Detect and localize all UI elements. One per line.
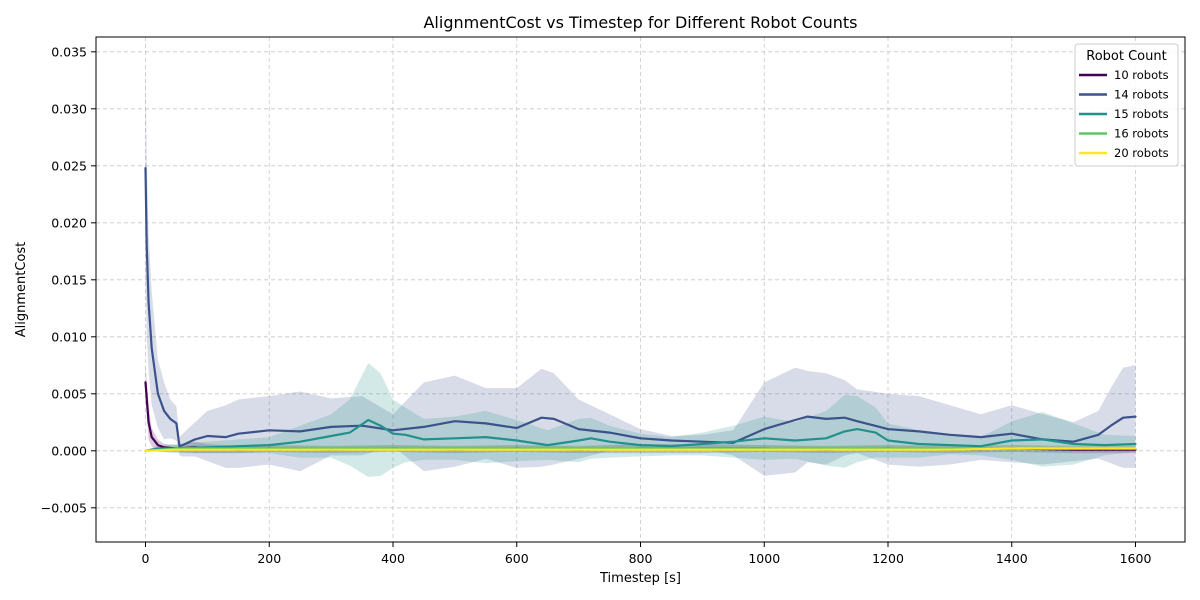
legend-label: 14 robots <box>1114 88 1169 102</box>
y-tick-label: 0.015 <box>51 272 87 287</box>
y-tick-label: 0.020 <box>51 215 87 230</box>
x-tick-label: 200 <box>257 551 281 566</box>
x-tick-label: 400 <box>381 551 405 566</box>
legend-items: 10 robots 14 robots 15 robots 16 robots 20 r… <box>1079 68 1169 160</box>
y-axis-title: AlignmentCost <box>14 242 29 338</box>
grid <box>96 37 1185 542</box>
x-tick-label: 600 <box>505 551 529 566</box>
x-tick-label: 800 <box>629 551 653 566</box>
series-line-20-robots <box>144 447 1137 452</box>
y-tick-label: 0.005 <box>51 386 87 401</box>
y-tick-label: 0.025 <box>51 158 87 173</box>
chart-title: AlignmentCost vs Timestep for Different … <box>423 13 857 32</box>
legend-label: 10 robots <box>1114 68 1169 82</box>
x-tick-label: 0 <box>142 551 150 566</box>
x-tick-label: 1200 <box>872 551 904 566</box>
series-lines <box>144 167 1137 452</box>
x-tick-label: 1400 <box>996 551 1028 566</box>
x-tick-label: 1000 <box>748 551 780 566</box>
x-axis-title: Timestep [s] <box>599 571 681 586</box>
legend-label: 20 robots <box>1114 146 1169 160</box>
y-axis-ticks: −0.005 0.000 0.005 0.010 0.015 0.020 0.025 0.03… <box>41 44 96 515</box>
y-tick-label: 0.030 <box>51 101 87 116</box>
legend-title: Robot Count <box>1086 49 1166 64</box>
y-tick-label: 0.010 <box>51 329 87 344</box>
y-tick-label: 0.000 <box>51 443 87 458</box>
series-line-15-robots <box>144 418 1137 452</box>
std-band-14-robots <box>145 59 1136 476</box>
y-tick-label: −0.005 <box>41 500 87 515</box>
x-tick-label: 1600 <box>1120 551 1152 566</box>
y-tick-label: 0.035 <box>51 44 87 59</box>
legend-label: 15 robots <box>1114 107 1169 121</box>
legend-label: 16 robots <box>1114 127 1169 141</box>
series-line-14-robots <box>144 167 1137 448</box>
x-axis-ticks: 0 200 400 600 800 1000 1200 1400 1600 <box>142 542 1152 566</box>
